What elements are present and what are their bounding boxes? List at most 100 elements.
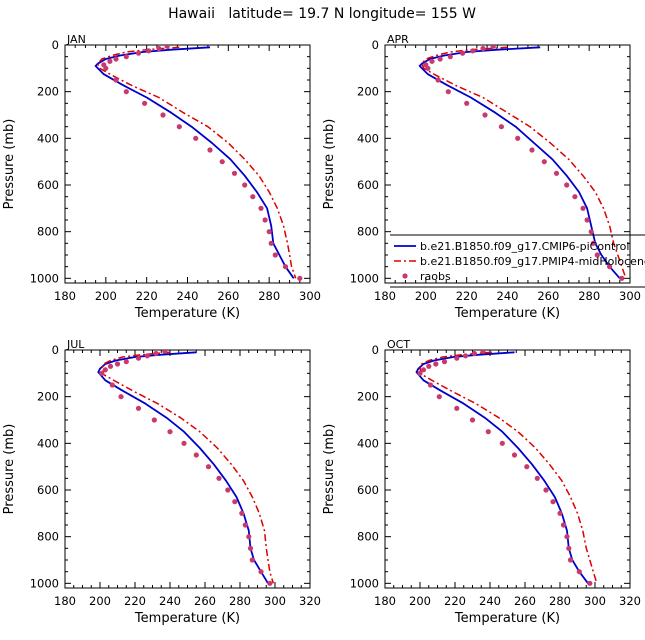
x-tick-label: 180 bbox=[54, 594, 76, 608]
raobs-point bbox=[232, 499, 238, 505]
raobs-point bbox=[181, 440, 187, 446]
raobs-point bbox=[564, 182, 570, 188]
y-tick-label: 1000 bbox=[30, 271, 59, 285]
x-tick-label: 220 bbox=[124, 594, 146, 608]
raobs-point bbox=[566, 545, 572, 551]
raobs-point bbox=[167, 429, 173, 435]
panel-month-label: OCT bbox=[387, 338, 410, 351]
panel-month-label: APR bbox=[387, 33, 409, 46]
raobs-point bbox=[464, 100, 470, 106]
y-tick-label: 800 bbox=[37, 530, 59, 544]
x-tick-label: 200 bbox=[415, 289, 437, 303]
plot-frame bbox=[64, 44, 311, 284]
series-line-pmip4-midholocene bbox=[101, 351, 275, 584]
panel-oct: 180 200 220 240 260 280 300 320 0 200 400 600 800 100… bbox=[322, 338, 641, 626]
x-tick-label: 220 bbox=[456, 289, 478, 303]
raobs-point bbox=[144, 353, 150, 359]
y-tick-label: 1000 bbox=[350, 271, 379, 285]
raobs-point bbox=[420, 367, 427, 373]
raobs-point bbox=[429, 58, 435, 64]
panel-apr: 180 200 220 240 260 280 300 0 200 400 600 800 1000 Te… bbox=[322, 33, 645, 321]
raobs-point bbox=[454, 405, 460, 411]
plot-area bbox=[94, 45, 303, 281]
x-tick-label: 300 bbox=[264, 594, 286, 608]
x-tick-label: 300 bbox=[584, 594, 606, 608]
raobs-point bbox=[584, 217, 590, 223]
y-tick-label: 0 bbox=[52, 38, 59, 52]
series-line-cmip6-picontrol bbox=[415, 351, 589, 584]
y-axis-label: Pressure (mb) bbox=[322, 119, 337, 210]
raobs-point bbox=[113, 77, 119, 83]
legend-label-pmip4: b.e21.B1850.f09_g17.PMIP4-midHolocene bbox=[420, 255, 645, 268]
raobs-point bbox=[216, 475, 222, 481]
raobs-point bbox=[460, 50, 466, 56]
y-tick-label: 600 bbox=[37, 483, 59, 497]
raobs-point bbox=[590, 240, 596, 246]
raobs-point bbox=[282, 264, 289, 270]
y-axis-label: Pressure (mb) bbox=[322, 424, 337, 515]
series-line-pmip4-midholocene bbox=[96, 46, 297, 279]
x-tick-label: 320 bbox=[619, 594, 641, 608]
raobs-point bbox=[436, 394, 442, 400]
legend: b.e21.B1850.f09_g17.CMIP6-piControl b.e21… bbox=[390, 234, 645, 288]
legend-label-cmip6: b.e21.B1850.f09_g17.CMIP6-piControl bbox=[420, 240, 629, 253]
raobs-point bbox=[485, 429, 491, 435]
x-tick-label: 280 bbox=[578, 289, 600, 303]
x-tick-label: 240 bbox=[479, 594, 501, 608]
series-line-pmip4-midholocene bbox=[419, 351, 598, 584]
plot-frame bbox=[384, 349, 631, 589]
raobs-point bbox=[560, 522, 567, 528]
series-line-cmip6-picontrol bbox=[94, 46, 295, 279]
x-tick-label: 200 bbox=[89, 594, 111, 608]
x-tick-label: 200 bbox=[409, 594, 431, 608]
raobs-point bbox=[499, 440, 505, 446]
raobs-point bbox=[123, 89, 129, 95]
raobs-point bbox=[482, 112, 488, 118]
x-tick-label: 260 bbox=[537, 289, 559, 303]
x-tick-label: 180 bbox=[374, 289, 396, 303]
raobs-point bbox=[266, 229, 272, 235]
raobs-point bbox=[470, 48, 476, 54]
legend-label-raobs: raobs bbox=[420, 270, 451, 283]
x-tick-label: 260 bbox=[514, 594, 536, 608]
x-tick-label: 200 bbox=[95, 289, 117, 303]
y-tick-label: 200 bbox=[37, 85, 59, 99]
raobs-point bbox=[572, 194, 578, 200]
raobs-point bbox=[123, 54, 129, 60]
raobs-point bbox=[471, 350, 477, 357]
y-tick-label: 0 bbox=[372, 38, 379, 52]
raobs-point bbox=[553, 170, 560, 176]
raobs-point bbox=[272, 252, 278, 258]
x-axis-label: Temperature (K) bbox=[134, 306, 240, 321]
y-tick-label: 200 bbox=[357, 85, 379, 99]
raobs-point bbox=[557, 510, 563, 516]
x-axis-label: Temperature (K) bbox=[454, 306, 560, 321]
raobs-point bbox=[231, 170, 238, 176]
raobs-point bbox=[135, 355, 142, 361]
raobs-point bbox=[205, 464, 212, 470]
raobs-point bbox=[490, 45, 496, 49]
panel-jan: 180 200 220 240 260 280 300 0 200 400 600 800 1000 Te… bbox=[2, 33, 321, 321]
raobs-point bbox=[515, 135, 521, 141]
y-tick-label: 400 bbox=[37, 436, 59, 450]
panel-jul: 180 200 220 240 260 280 300 320 0 200 400 600 800 100… bbox=[2, 338, 321, 626]
raobs-point bbox=[564, 534, 570, 540]
raobs-point bbox=[246, 534, 252, 540]
raobs-point bbox=[193, 452, 199, 458]
y-tick-label: 600 bbox=[37, 178, 59, 192]
raobs-point bbox=[225, 487, 231, 493]
x-tick-label: 280 bbox=[229, 594, 251, 608]
raobs-point bbox=[160, 112, 166, 118]
raobs-point bbox=[447, 54, 453, 60]
legend-swatch-raobs bbox=[402, 273, 408, 279]
x-tick-label: 300 bbox=[299, 289, 321, 303]
raobs-point bbox=[454, 355, 460, 361]
raobs-point bbox=[267, 580, 273, 586]
raobs-point bbox=[588, 229, 594, 235]
x-tick-label: 240 bbox=[177, 289, 199, 303]
raobs-point bbox=[102, 367, 108, 373]
y-tick-label: 400 bbox=[357, 436, 379, 450]
y-tick-label: 200 bbox=[357, 390, 379, 404]
y-tick-label: 1000 bbox=[30, 576, 59, 590]
y-tick-label: 800 bbox=[357, 225, 379, 239]
